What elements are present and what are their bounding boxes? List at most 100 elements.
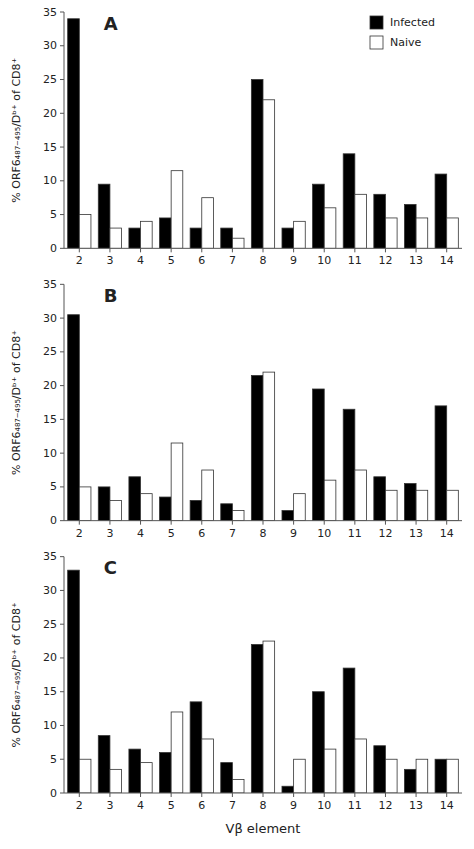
x-tick [293,793,294,797]
bar [202,470,214,521]
bar [141,221,153,248]
x-tick [140,521,141,525]
x-tick [263,521,264,525]
y-axis-label: % ORF6₄₈₇₋₄₉₅/Dᵇ⁺ of CD8⁺ [10,330,23,475]
y-tick [60,725,64,726]
y-tick-label: 30 [43,39,57,52]
x-tick-label: 6 [198,799,205,812]
legend-label: Infected [390,16,435,29]
panel-label: B [104,285,118,306]
bar [160,497,172,521]
y-tick-label: 30 [43,584,57,597]
bar [416,759,428,793]
y-tick [60,793,64,794]
x-tick-label: 6 [198,254,205,267]
x-tick-label: 5 [168,254,175,267]
bar [68,570,80,793]
bar [313,184,325,248]
y-tick-label: 35 [43,6,57,19]
y-tick-label: 5 [50,753,57,766]
x-tick-label: 9 [290,799,297,812]
y-tick [60,147,64,148]
bar [68,19,80,249]
y-axis-line [64,557,65,793]
x-tick-label: 7 [229,799,236,812]
x-tick-label: 12 [378,799,392,812]
bar [447,218,459,248]
y-tick-label: 20 [43,379,57,392]
y-tick-label: 5 [50,480,57,493]
bar [98,184,110,248]
bar [343,668,355,793]
bar [374,746,386,793]
x-tick [232,248,233,252]
x-tick-label: 8 [260,799,267,812]
y-tick-label: 15 [43,413,57,426]
y-tick [60,657,64,658]
x-tick-label: 4 [137,799,144,812]
y-tick [60,214,64,215]
y-tick-label: 15 [43,141,57,154]
x-tick-label: 9 [290,527,297,540]
bars [68,315,459,521]
x-tick [385,521,386,525]
bar [190,500,202,520]
y-tick [60,419,64,420]
x-tick-label: 9 [290,254,297,267]
y-axis-line [64,12,65,248]
x-tick [79,248,80,252]
x-tick-label: 13 [409,527,423,540]
x-tick [416,521,417,525]
panel: 05101520253035234567891011121314% ORF6₄₈… [10,6,463,268]
x-tick-label: 12 [378,254,392,267]
bar [416,218,428,248]
bar [343,409,355,520]
bar [232,511,244,521]
x-tick [446,248,447,252]
y-tick-label: 10 [43,174,57,187]
bar [435,759,447,793]
bar [202,198,214,249]
x-tick-label: 11 [348,527,362,540]
bar [282,228,294,248]
bar [171,171,183,249]
bar [447,490,459,520]
x-tick-label: 4 [137,254,144,267]
bar [324,749,336,793]
x-tick [201,521,202,525]
x-tick [201,793,202,797]
x-tick-label: 5 [168,799,175,812]
y-tick [60,590,64,591]
x-tick [263,793,264,797]
x-tick [171,793,172,797]
bar [221,504,233,521]
y-tick [60,45,64,46]
bar [202,739,214,793]
bar [374,477,386,521]
x-tick-label: 7 [229,254,236,267]
x-tick [354,248,355,252]
bar [282,511,294,521]
x-tick [385,793,386,797]
x-tick-label: 10 [317,799,331,812]
y-tick [60,759,64,760]
x-tick [232,521,233,525]
x-tick [171,521,172,525]
bar [251,80,263,249]
bar [141,763,153,793]
y-tick-label: 15 [43,685,57,698]
y-tick-label: 25 [43,73,57,86]
y-tick-label: 0 [50,242,57,255]
x-tick-label: 4 [137,527,144,540]
bar [294,494,306,521]
y-tick-label: 20 [43,651,57,664]
bar [98,736,110,793]
x-tick [263,248,264,252]
bar [416,490,428,520]
x-tick [293,521,294,525]
bar [160,218,172,248]
x-tick-label: 2 [76,527,83,540]
x-tick [171,248,172,252]
y-tick [60,691,64,692]
panel-label: C [104,557,117,578]
